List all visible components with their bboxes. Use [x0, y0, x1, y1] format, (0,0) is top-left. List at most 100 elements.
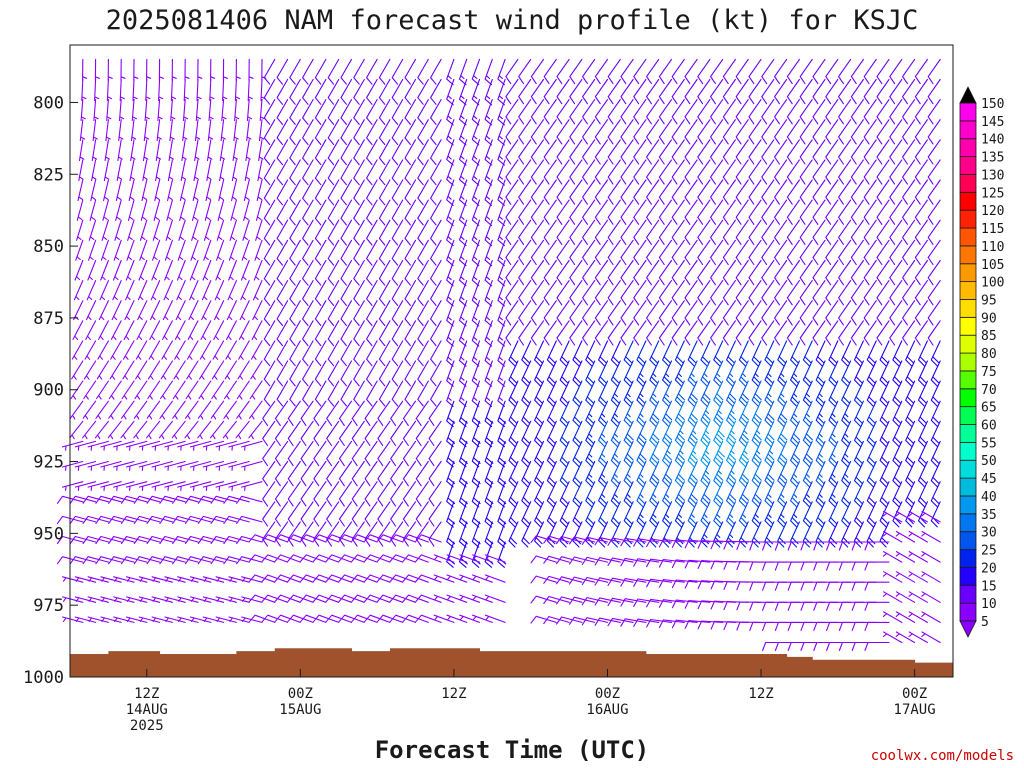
wind-barb: [106, 99, 112, 122]
wind-barb: [671, 219, 685, 245]
wind-barb: [100, 239, 109, 261]
wind-barb: [684, 78, 698, 105]
wind-barb: [364, 501, 378, 527]
wind-barb: [736, 621, 762, 631]
wind-barb: [215, 616, 237, 623]
wind-barb: [762, 581, 788, 591]
wind-barb: [556, 159, 570, 185]
colorbar-label: 115: [981, 222, 1004, 237]
wind-barb: [402, 460, 417, 487]
wind-barb: [850, 78, 864, 105]
colorbar-label: 35: [981, 508, 997, 523]
wind-barb: [256, 179, 263, 202]
wind-barb: [914, 99, 928, 125]
credit-text[interactable]: coolwx.com/models: [871, 748, 1014, 764]
wind-barb: [197, 535, 225, 545]
wind-barb: [633, 119, 647, 145]
wind-barb: [446, 614, 468, 623]
wind-barb: [882, 591, 903, 603]
wind-barb: [697, 199, 711, 225]
wind-barb: [863, 58, 877, 85]
wind-barb: [556, 239, 570, 266]
wind-barb: [364, 460, 378, 487]
wind-barb: [543, 139, 557, 165]
wind-barb: [568, 596, 596, 605]
wind-barb: [56, 515, 84, 524]
wind-barb: [505, 239, 519, 266]
wind-barb: [607, 239, 621, 266]
wind-barb: [662, 340, 673, 367]
wind-barb: [140, 199, 148, 221]
wind-barb: [892, 360, 903, 387]
wind-barb: [569, 199, 583, 225]
wind-barb: [104, 139, 110, 162]
wind-barb: [391, 119, 404, 146]
wind-barb: [738, 460, 749, 488]
wind-barb: [274, 460, 289, 487]
wind-barb: [484, 574, 506, 583]
wind-barb: [892, 420, 903, 448]
wind-barb: [221, 99, 227, 122]
wind-barb: [851, 561, 877, 571]
wind-barb: [799, 300, 813, 326]
wind-barb: [684, 539, 711, 549]
wind-barb: [879, 360, 890, 387]
wind-barb: [326, 440, 340, 467]
wind-barb: [390, 400, 404, 426]
wind-barb: [144, 99, 150, 122]
wind-barb: [430, 300, 442, 327]
wind-barb: [391, 300, 404, 327]
wind-barb: [838, 78, 852, 105]
wind-barb: [430, 340, 442, 367]
wind-barb: [905, 360, 916, 387]
wind-barb: [115, 199, 122, 221]
wind-barb: [530, 99, 545, 125]
wind-barb: [569, 239, 583, 266]
wind-barb: [287, 521, 301, 547]
wind-barb: [738, 340, 749, 367]
wind-barb: [250, 360, 263, 380]
wind-barb: [585, 400, 596, 427]
wind-barb: [735, 239, 749, 266]
wind-barb: [594, 577, 621, 586]
wind-barb: [594, 139, 609, 165]
wind-barb: [687, 420, 698, 448]
wind-barb: [761, 239, 775, 266]
wind-barb: [391, 219, 404, 246]
wind-barb: [219, 139, 226, 162]
wind-barb: [713, 440, 725, 468]
wind-barb: [658, 119, 673, 145]
wind-barb: [828, 380, 839, 407]
wind-barb: [774, 601, 800, 611]
wind-barb: [276, 78, 289, 105]
y-tick-label: 850: [33, 237, 64, 257]
wind-barb: [327, 239, 340, 266]
wind-barb: [594, 239, 609, 266]
wind-barb: [594, 58, 609, 85]
wind-barb: [61, 576, 84, 583]
wind-barb: [761, 259, 775, 286]
wind-barb: [917, 460, 928, 488]
wind-barb: [236, 380, 250, 400]
chart-title: 2025081406 NAM forecast wind profile (kt…: [106, 5, 919, 36]
wind-barb: [864, 601, 890, 611]
wind-barb: [799, 199, 813, 225]
wind-barb: [197, 420, 212, 440]
wind-barb: [802, 420, 813, 448]
wind-barb: [674, 460, 685, 488]
wind-barb: [774, 99, 788, 125]
wind-barb: [404, 380, 417, 407]
wind-barb: [723, 580, 749, 590]
wind-barb: [254, 239, 263, 261]
wind-barb: [289, 340, 301, 367]
wind-barb: [908, 591, 928, 603]
wind-barb: [274, 501, 289, 527]
wind-barb: [697, 560, 724, 569]
wind-barb: [81, 78, 87, 102]
wind-barb: [377, 481, 391, 507]
wind-barb: [838, 320, 852, 346]
wind-barb: [391, 99, 404, 125]
wind-barb: [472, 554, 493, 563]
wind-barb: [206, 139, 213, 162]
wind-barb: [327, 99, 340, 125]
